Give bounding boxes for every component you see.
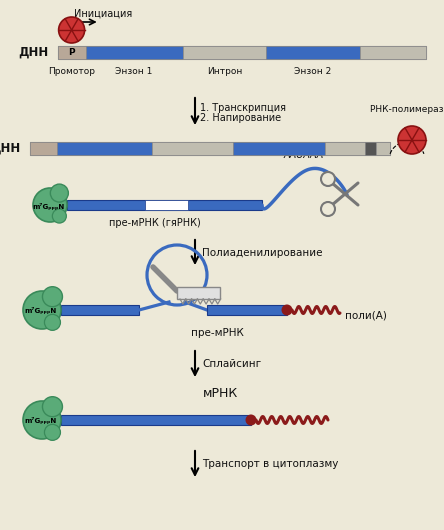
Bar <box>86 46 183 58</box>
Circle shape <box>59 17 85 43</box>
Circle shape <box>50 184 68 202</box>
Bar <box>57 142 152 155</box>
Bar <box>183 46 266 58</box>
Text: мРНК: мРНК <box>202 387 238 400</box>
Circle shape <box>246 414 257 426</box>
Text: ДНН: ДНН <box>18 46 48 58</box>
Text: Сплайсинг: Сплайсинг <box>202 359 261 369</box>
Circle shape <box>23 401 61 439</box>
Text: 1. Транскрипция: 1. Транскрипция <box>200 103 286 113</box>
Bar <box>365 142 376 155</box>
Text: Энзон 1: Энзон 1 <box>115 67 153 76</box>
Bar <box>30 142 57 155</box>
Text: пре-мРНК: пре-мРНК <box>190 328 243 338</box>
Text: m⁷GₚₚₚN: m⁷GₚₚₚN <box>32 202 64 209</box>
Circle shape <box>43 287 63 307</box>
Circle shape <box>44 314 60 330</box>
Bar <box>67 200 262 210</box>
Text: AAUAAA: AAUAAA <box>284 150 324 160</box>
Text: Полиаденилирование: Полиаденилирование <box>202 248 322 258</box>
Circle shape <box>281 305 293 315</box>
Text: 2. Напирование: 2. Напирование <box>200 113 281 123</box>
Text: Транспорт в цитоплазму: Транспорт в цитоплазму <box>202 459 338 469</box>
Bar <box>207 305 287 315</box>
Bar <box>145 200 188 210</box>
Circle shape <box>43 396 63 417</box>
Bar <box>61 305 139 315</box>
Bar <box>58 46 86 58</box>
Text: Интрон: Интрон <box>206 67 242 76</box>
Bar <box>30 142 390 155</box>
Bar <box>325 142 365 155</box>
Text: РНК-полимераза II: РНК-полимераза II <box>370 105 444 114</box>
Text: Промотор: Промотор <box>48 67 95 76</box>
Bar <box>234 142 325 155</box>
Bar <box>152 142 234 155</box>
Text: m⁷GₚₚₚN: m⁷GₚₚₚN <box>24 418 56 425</box>
Text: ДНН: ДНН <box>0 142 20 155</box>
Bar <box>360 46 426 58</box>
Circle shape <box>52 209 66 223</box>
Text: Энзон 2: Энзон 2 <box>294 67 332 76</box>
Circle shape <box>23 291 61 329</box>
Text: Инициация: Инициация <box>74 9 132 19</box>
Circle shape <box>44 425 60 440</box>
Bar <box>376 142 390 155</box>
Circle shape <box>321 172 335 186</box>
Circle shape <box>398 126 426 154</box>
Text: P: P <box>68 48 75 57</box>
Bar <box>266 46 360 58</box>
Text: m⁷GₚₚₚN: m⁷GₚₚₚN <box>24 307 56 314</box>
Text: поли(A): поли(A) <box>345 310 387 320</box>
Bar <box>58 46 426 58</box>
Text: пре-мРНК (гяРНК): пре-мРНК (гяРНК) <box>109 218 201 228</box>
Polygon shape <box>177 287 220 299</box>
Circle shape <box>33 188 67 222</box>
Bar <box>61 415 251 425</box>
Circle shape <box>321 202 335 216</box>
